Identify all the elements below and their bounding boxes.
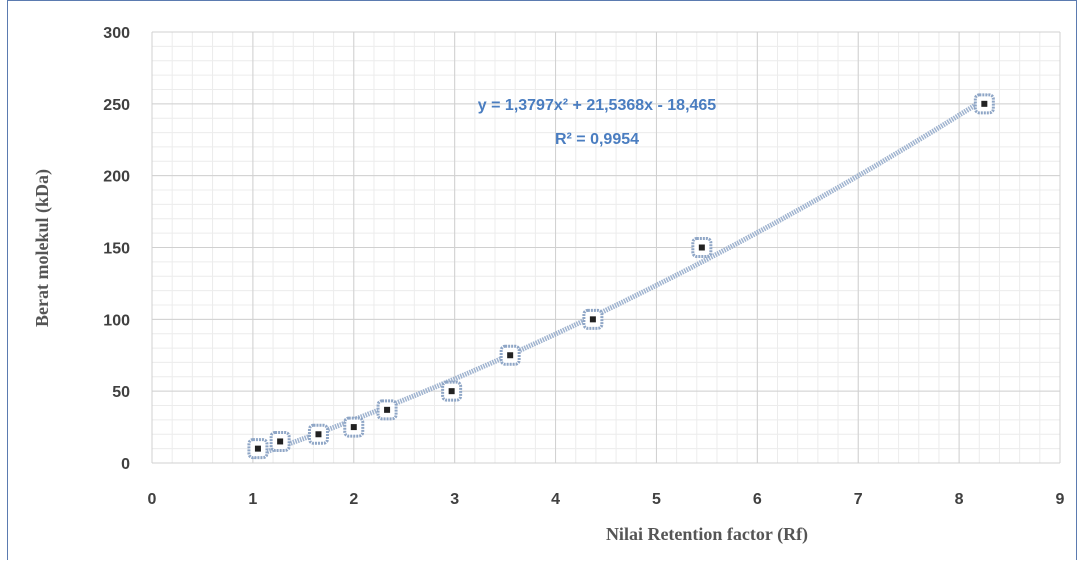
y-tick-label: 0 bbox=[121, 456, 130, 473]
x-tick-label: 6 bbox=[753, 491, 762, 508]
data-point bbox=[269, 430, 291, 452]
trendline-group bbox=[252, 94, 991, 459]
data-point bbox=[343, 416, 365, 438]
y-tick-label: 150 bbox=[103, 241, 130, 258]
x-tick-labels: 0 1 2 3 4 5 6 7 8 9 bbox=[148, 491, 1065, 508]
x-axis-title: Nilai Retention factor (Rf) bbox=[606, 524, 808, 545]
y-tick-label: 250 bbox=[103, 97, 130, 114]
y-tick-label: 200 bbox=[103, 169, 130, 186]
x-tick-label: 2 bbox=[349, 491, 358, 508]
x-tick-label: 7 bbox=[854, 491, 863, 508]
major-gridlines bbox=[151, 31, 1061, 464]
trendline-r-squared: R² = 0,9954 bbox=[555, 131, 639, 148]
data-point bbox=[499, 344, 521, 366]
data-point bbox=[247, 438, 269, 460]
data-point bbox=[441, 380, 463, 402]
y-tick-label: 300 bbox=[103, 25, 130, 42]
trendline-equation: y = 1,3797x² + 21,5368x - 18,465 bbox=[478, 97, 717, 114]
x-tick-label: 8 bbox=[955, 491, 964, 508]
trendline bbox=[252, 94, 991, 459]
x-tick-label: 4 bbox=[551, 491, 560, 508]
y-axis-title: Berat molekul (kDa) bbox=[32, 169, 53, 327]
x-tick-label: 9 bbox=[1056, 491, 1065, 508]
y-tick-label: 100 bbox=[103, 312, 130, 329]
data-point bbox=[307, 423, 329, 445]
y-tick-label: 50 bbox=[112, 384, 130, 401]
x-tick-label: 0 bbox=[148, 491, 157, 508]
x-tick-label: 5 bbox=[652, 491, 661, 508]
data-point bbox=[973, 93, 995, 115]
y-tick-labels: 0 50 100 150 200 250 300 bbox=[103, 25, 130, 473]
data-point bbox=[582, 308, 604, 330]
x-tick-label: 1 bbox=[248, 491, 257, 508]
data-point bbox=[376, 399, 398, 421]
x-tick-label: 3 bbox=[450, 491, 459, 508]
data-points bbox=[247, 93, 995, 460]
data-point bbox=[691, 237, 713, 258]
